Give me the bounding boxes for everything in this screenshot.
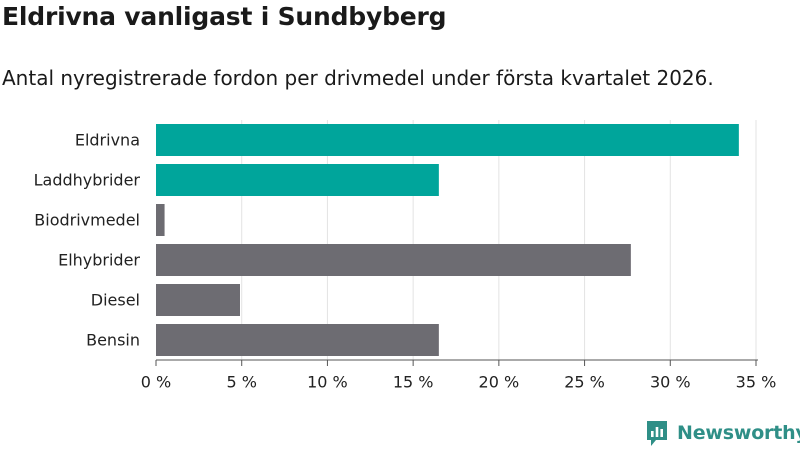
x-tick-label: 35 % (736, 373, 777, 392)
x-tick-label: 10 % (307, 373, 348, 392)
category-label: Diesel (91, 291, 140, 310)
category-label: Elhybrider (58, 251, 140, 270)
category-label: Laddhybrider (34, 171, 141, 190)
bar (156, 164, 439, 196)
brand-name: Newsworthy (677, 422, 800, 444)
newsworthy-logo-icon (647, 421, 667, 446)
x-tick-label: 25 % (564, 373, 605, 392)
chart-subtitle: Antal nyregistrerade fordon per drivmede… (2, 66, 714, 90)
bar (156, 284, 240, 316)
bar (156, 244, 631, 276)
category-label: Biodrivmedel (34, 211, 140, 230)
category-label: Bensin (86, 331, 140, 350)
x-tick-label: 0 % (141, 373, 171, 392)
x-tick-label: 20 % (479, 373, 520, 392)
x-tick-label: 5 % (226, 373, 256, 392)
bar (156, 204, 165, 236)
x-tick-label: 15 % (393, 373, 434, 392)
bar (156, 124, 739, 156)
category-label: Eldrivna (75, 131, 140, 150)
chart-title: Eldrivna vanligast i Sundbyberg (2, 2, 447, 31)
x-tick-label: 30 % (650, 373, 691, 392)
brand: Newsworthy (645, 419, 800, 447)
bar (156, 324, 439, 356)
